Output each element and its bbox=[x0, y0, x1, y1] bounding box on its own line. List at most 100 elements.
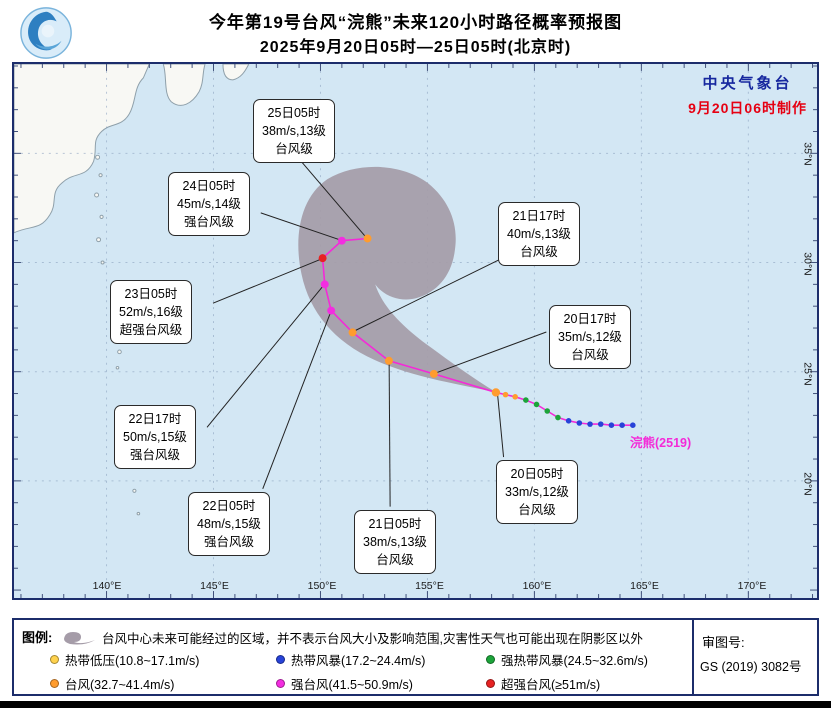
observed-point bbox=[555, 414, 561, 421]
callout-21d17h: 21日17时 40m/s,13级 台风级 bbox=[498, 202, 580, 267]
callout-24d05h: 24日05时 45m/s,14级 强台风级 bbox=[168, 172, 250, 237]
forecast-point bbox=[337, 236, 346, 245]
legend-item-ts: 热带风暴(17.2~24.4m/s) bbox=[276, 650, 425, 669]
map-canvas bbox=[14, 64, 817, 598]
callout-category: 台风级 bbox=[376, 553, 414, 568]
legend-divider bbox=[692, 620, 694, 694]
callout-wind: 38m/s,13级 bbox=[363, 535, 427, 550]
callout-category: 台风级 bbox=[520, 245, 558, 260]
forecast-point bbox=[429, 369, 438, 378]
graticule-grid bbox=[14, 64, 817, 598]
observed-point bbox=[533, 401, 540, 408]
storm-name-label: 浣熊(2519) bbox=[630, 436, 692, 450]
callout-time: 21日17时 bbox=[512, 209, 566, 223]
observed-point bbox=[544, 408, 551, 414]
legend-item-sts: 强热带风暴(24.5~32.6m/s) bbox=[486, 650, 648, 669]
typhoon-track bbox=[318, 234, 636, 428]
callout-time: 25日05时 bbox=[267, 106, 321, 120]
callout-time: 20日05时 bbox=[510, 467, 564, 481]
callout-wind: 40m/s,13级 bbox=[507, 227, 571, 242]
callout-21d05h: 21日05时 38m/s,13级 台风级 bbox=[354, 510, 436, 575]
legend-item-td: 热带低压(10.8~17.1m/s) bbox=[50, 650, 199, 669]
callout-22d05h: 22日05时 48m/s,15级 强台风级 bbox=[188, 492, 270, 557]
callout-category: 强台风级 bbox=[129, 448, 180, 463]
legend-item-label: 超强台风(≥51m/s) bbox=[501, 678, 601, 692]
current-position-point bbox=[491, 388, 501, 397]
track-map: 中央气象台 9月20日06时制作 浣熊(2519) 25日05时 38m/s,1… bbox=[12, 62, 819, 600]
legend-item-superty: 超强台风(≥51m/s) bbox=[486, 674, 600, 693]
callout-time: 23日05时 bbox=[124, 287, 178, 301]
lon-axis-label: 150°E bbox=[307, 580, 337, 592]
track-line bbox=[321, 237, 633, 426]
callout-category: 台风级 bbox=[518, 503, 556, 518]
callout-wind: 45m/s,14级 bbox=[177, 197, 241, 212]
legend-item-label: 强台风(41.5~50.9m/s) bbox=[291, 678, 413, 692]
axis-ticks bbox=[14, 64, 817, 598]
callout-20d05h: 20日05时 33m/s,12级 台风级 bbox=[496, 460, 578, 525]
observed-point bbox=[619, 422, 625, 428]
td-dot-icon bbox=[50, 655, 59, 664]
page-subtitle: 2025年9月20日05时—25日05时(北京时) bbox=[259, 39, 572, 56]
callout-category: 台风级 bbox=[571, 348, 609, 363]
callout-20d17h: 20日17时 35m/s,12级 台风级 bbox=[549, 305, 631, 370]
land-masses bbox=[14, 64, 250, 516]
observed-point bbox=[597, 421, 604, 427]
observed-point bbox=[565, 418, 572, 424]
observed-point bbox=[576, 420, 583, 426]
legend-item-label: 强热带风暴(24.5~32.6m/s) bbox=[501, 654, 648, 668]
callout-category: 超强台风级 bbox=[119, 323, 183, 338]
callout-22d17h: 22日17时 50m/s,15级 强台风级 bbox=[114, 405, 196, 470]
sts-dot-icon bbox=[486, 655, 495, 664]
legend-item-sty: 强台风(41.5~50.9m/s) bbox=[276, 674, 413, 693]
page-title: 今年第19号台风“浣熊”未来120小时路径概率预报图 bbox=[208, 13, 623, 32]
lat-axis-label: 30°N bbox=[801, 252, 814, 276]
callout-time: 22日05时 bbox=[202, 499, 256, 513]
superty-dot-icon bbox=[486, 679, 495, 688]
callout-23d05h: 23日05时 52m/s,16级 超强台风级 bbox=[110, 280, 192, 345]
bottom-bar bbox=[0, 701, 831, 708]
lat-axis-label: 25°N bbox=[801, 362, 814, 386]
legend-title: 图例: bbox=[22, 630, 53, 645]
issued-time: 9月20日06时制作 bbox=[688, 100, 807, 116]
legend-item-label: 热带低压(10.8~17.1m/s) bbox=[65, 654, 200, 668]
legend-item-ty: 台风(32.7~41.4m/s) bbox=[50, 674, 174, 693]
observed-point bbox=[630, 422, 636, 428]
callout-wind: 35m/s,12级 bbox=[558, 330, 622, 345]
callout-time: 21日05时 bbox=[368, 517, 422, 531]
agency-block: 中央气象台 9月20日06时制作 bbox=[688, 72, 807, 118]
callout-wind: 52m/s,16级 bbox=[119, 305, 183, 320]
ty-dot-icon bbox=[50, 679, 59, 688]
lon-axis-label: 165°E bbox=[630, 580, 659, 592]
observed-point bbox=[587, 421, 593, 427]
legend-item-label: 台风(32.7~41.4m/s) bbox=[65, 678, 175, 692]
ts-dot-icon bbox=[276, 655, 285, 664]
callout-wind: 33m/s,12级 bbox=[505, 485, 569, 500]
callout-wind: 38m/s,13级 bbox=[262, 124, 326, 139]
sty-dot-icon bbox=[276, 679, 285, 688]
forecast-point bbox=[348, 328, 357, 337]
lon-axis-label: 170°E bbox=[737, 580, 767, 592]
observed-point bbox=[523, 397, 529, 403]
observed-point bbox=[502, 391, 509, 398]
lat-axis-label: 35°N bbox=[801, 142, 814, 166]
observed-point bbox=[608, 422, 615, 428]
agency-name: 中央气象台 bbox=[702, 75, 793, 92]
callout-wind: 50m/s,15级 bbox=[123, 430, 187, 445]
legend-panel: 图例: 台风中心未来可能经过的区域，并不表示台风大小及影响范围,灾害性天气也可能… bbox=[12, 618, 819, 696]
cone-note: 台风中心未来可能经过的区域，并不表示台风大小及影响范围,灾害性天气也可能出现在阴… bbox=[102, 632, 643, 646]
callout-time: 22日17时 bbox=[128, 412, 182, 426]
map-review-number: GS (2019) 3082号 bbox=[700, 660, 802, 674]
forecast-point bbox=[363, 234, 372, 243]
callout-connectors bbox=[206, 157, 547, 507]
callout-wind: 48m/s,15级 bbox=[197, 517, 261, 532]
cone-icon bbox=[64, 632, 95, 645]
probability-cone bbox=[298, 166, 497, 393]
callout-category: 强台风级 bbox=[183, 215, 234, 230]
callout-time: 24日05时 bbox=[182, 179, 236, 193]
legend-item-label: 热带风暴(17.2~24.4m/s) bbox=[291, 654, 426, 668]
lon-axis-label: 140°E bbox=[92, 580, 122, 592]
map-review-label: 审图号: bbox=[702, 635, 745, 650]
lon-axis-label: 155°E bbox=[415, 580, 444, 592]
callout-time: 20日17时 bbox=[563, 312, 617, 326]
